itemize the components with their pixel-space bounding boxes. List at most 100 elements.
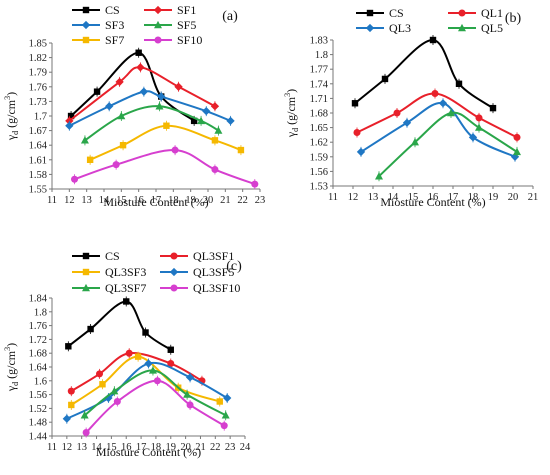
data-point [221,411,230,419]
data-point [125,349,133,357]
legend-label: QL1 [481,6,503,20]
legend-swatch-marker [82,36,90,44]
x-axis-label: Miosture Content (%) [380,195,485,209]
x-tick-label: 12 [64,195,75,206]
legend-item-cs: CS [72,3,120,17]
y-tick-label: 1.61 [29,155,47,166]
y-tick-label: 1.76 [29,321,47,332]
y-tick-label: 1.76 [29,82,47,93]
data-point [157,92,166,101]
legend-label: CS [389,6,404,20]
x-tick-label: 19 [185,195,196,206]
y-tick-label: 1.67 [29,126,47,137]
data-point [115,77,124,87]
data-point [475,114,483,122]
legend-label: QL3SF3 [105,265,146,279]
data-point [110,386,119,395]
y-tick-label: 1.85 [29,39,47,50]
y-tick-label: 1.84 [29,294,48,305]
y-tick-label: 1.73 [29,97,47,108]
chart-panel-1: 1.53 1.56 1.59 1.62 1.65 1.68 1.71 1.74 1.77 1.8 1… [283,6,538,209]
data-point [65,121,74,130]
y-tick-label: 1.52 [29,404,47,415]
y-tick-label: 1.68 [310,109,328,120]
legend-swatch-marker [154,36,162,44]
data-point [447,108,455,117]
y-tick-label: 1.44 [29,432,48,443]
data-point [202,106,211,116]
data-point [197,116,206,125]
x-tick-label: 20 [203,195,214,206]
legend-swatch-marker [458,9,466,17]
x-tick-label: 14 [91,442,102,453]
legend-swatch-marker [82,268,90,276]
x-tick-label: 17 [151,195,162,206]
y-tick-label: 1.6 [34,376,47,387]
x-tick-label: 15 [106,442,117,453]
y-tick-label: 1.71 [310,94,328,105]
legend-label: QL3SF7 [105,281,146,295]
series-line [354,38,494,109]
x-tick-label: 15 [408,192,419,203]
data-point [65,343,72,350]
data-point [93,88,101,95]
data-point [475,123,483,131]
data-point [226,116,235,126]
y-tick-label: 1.77 [310,65,328,76]
x-tick-label: 24 [240,442,251,453]
x-tick-label: 11 [47,195,57,206]
x-tick-label: 20 [508,192,519,203]
data-point [171,146,179,154]
chart-panel-0: 1.55 1.58 1.61 1.64 1.67 1.7 1.73 1.76 1.79 1.82 1… [3,3,265,209]
data-point [99,381,106,388]
data-point [393,109,401,117]
data-point [429,36,437,44]
y-axis-label: γd (g/cm3) [283,89,300,138]
series-cs [65,296,174,355]
x-axis-label: Miosture Content (%) [96,445,201,459]
x-tick-label: 19 [488,192,499,203]
data-point [431,90,439,98]
data-point [142,329,149,336]
x-tick-label: 16 [121,442,132,453]
legend-item-ql3sf10: QL3SF10 [160,281,240,295]
series-cs [351,35,497,114]
legend-label: CS [105,249,120,263]
data-point [174,82,183,91]
legend-label: SF5 [177,18,196,32]
legend-item-ql3sf3: QL3SF3 [72,265,146,279]
x-tick-label: 18 [468,192,479,203]
data-point [112,161,120,169]
data-point [356,147,366,157]
data-point [167,360,175,368]
y-tick-label: 1.64 [29,363,48,374]
chart-panel-2: 1.44 1.48 1.52 1.56 1.6 1.64 1.68 1.72 1.76 1.8 1.… [3,249,251,459]
y-tick-label: 1.62 [310,138,328,149]
x-tick-label: 15 [116,195,127,206]
legend-label: SF3 [105,18,124,32]
legend-label: QL3SF10 [193,281,240,295]
data-point [95,370,104,378]
x-tick-label: 21 [528,192,539,203]
legend-item-cs: CS [72,249,120,263]
legend-label: QL3 [389,21,411,35]
series-ql1 [353,88,521,143]
data-point [68,401,75,409]
legend-item-ql5: QL5 [448,21,503,35]
series-line [84,369,227,417]
legend-item-ql3sf5: QL3SF5 [160,265,234,279]
legend-label: SF1 [177,3,196,17]
legend-item-ql3sf1: QL3SF1 [160,249,234,263]
data-point [163,122,170,129]
y-tick-label: 1.48 [29,418,47,429]
x-tick-label: 18 [168,195,179,206]
y-tick-label: 1.56 [310,167,328,178]
data-point [381,75,389,83]
legend: CS QL3SF1 QL3SF3 QL3SF5 QL3SF7 QL3SF10 [72,249,240,295]
data-point [210,102,220,111]
data-point [80,411,89,419]
x-tick-label: 16 [428,192,439,203]
series-line [85,379,225,434]
x-tick-label: 14 [388,192,399,203]
